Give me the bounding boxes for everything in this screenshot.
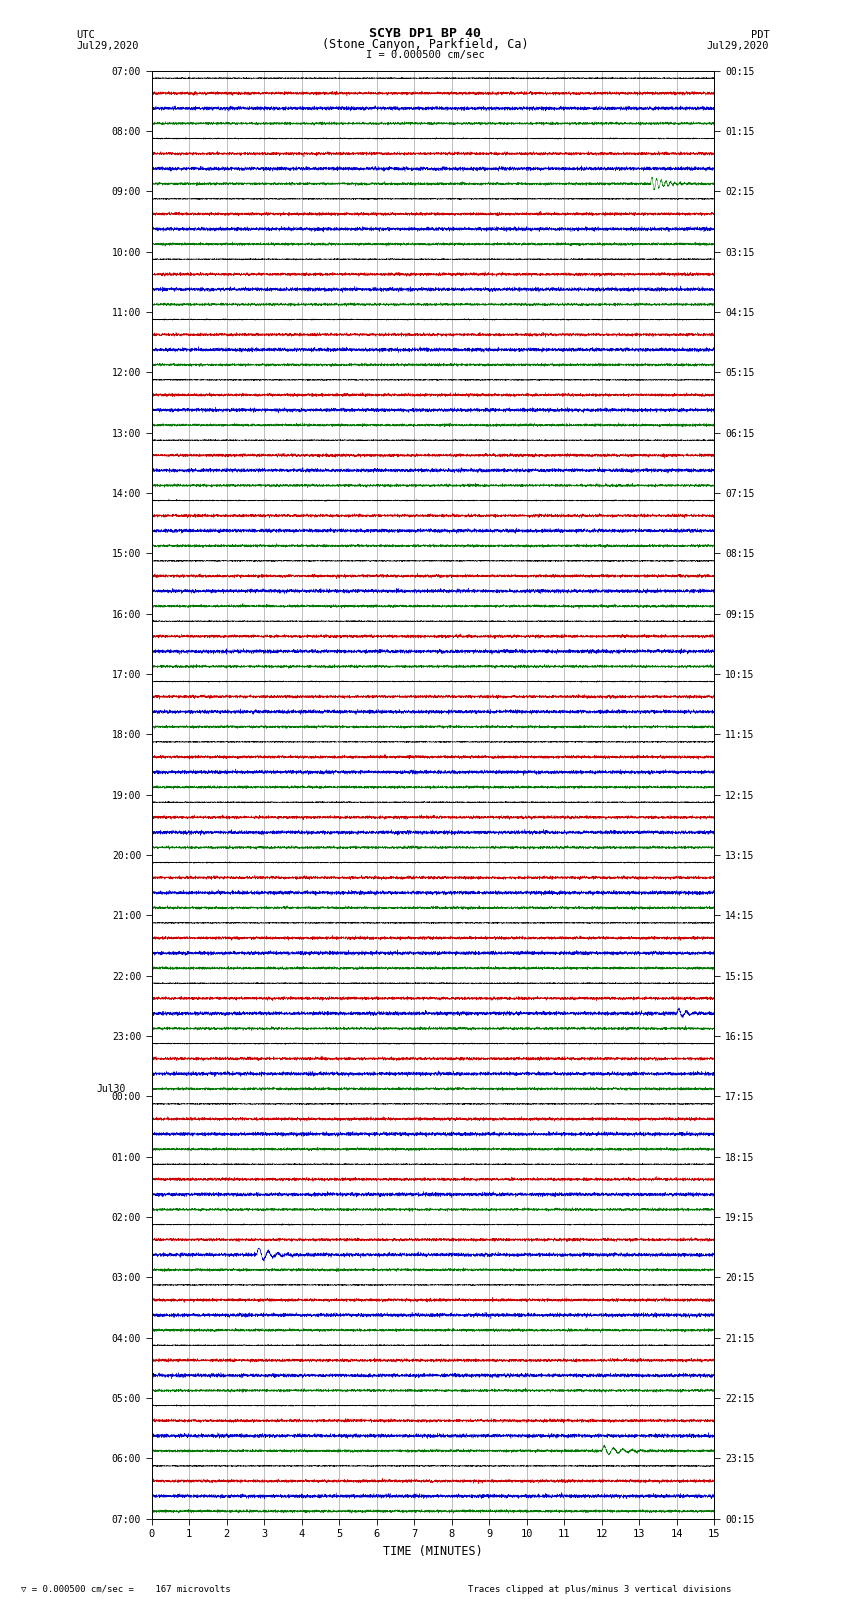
Text: UTC: UTC <box>76 29 95 39</box>
Text: PDT: PDT <box>751 29 769 39</box>
Text: SCYB DP1 BP 40: SCYB DP1 BP 40 <box>369 26 481 39</box>
Text: Jul30: Jul30 <box>96 1084 125 1094</box>
Text: Traces clipped at plus/minus 3 vertical divisions: Traces clipped at plus/minus 3 vertical … <box>468 1584 731 1594</box>
Text: I = 0.000500 cm/sec: I = 0.000500 cm/sec <box>366 50 484 60</box>
X-axis label: TIME (MINUTES): TIME (MINUTES) <box>383 1545 483 1558</box>
Text: (Stone Canyon, Parkfield, Ca): (Stone Canyon, Parkfield, Ca) <box>321 37 529 50</box>
Text: Jul29,2020: Jul29,2020 <box>706 40 769 50</box>
Text: ▽ = 0.000500 cm/sec =    167 microvolts: ▽ = 0.000500 cm/sec = 167 microvolts <box>21 1584 231 1594</box>
Text: Jul29,2020: Jul29,2020 <box>76 40 139 50</box>
